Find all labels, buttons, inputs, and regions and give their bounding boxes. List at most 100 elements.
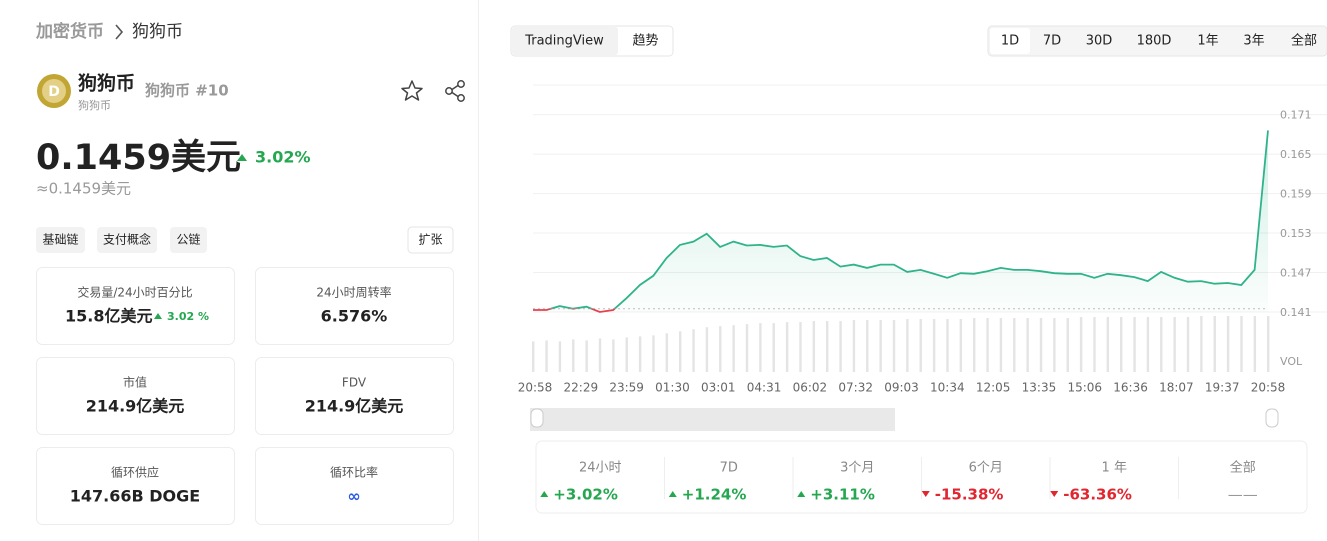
volume-bar: [1066, 318, 1069, 372]
performance-arrow: [921, 491, 930, 497]
stat-value: 147.66B DOGE: [70, 487, 200, 506]
range-tab[interactable]: 7D: [1043, 34, 1061, 49]
volume-bar: [1133, 317, 1136, 372]
stat-card: [255, 267, 454, 345]
performance-change: ——: [1228, 486, 1258, 504]
stat-label: 24小时周转率: [316, 285, 391, 300]
breadcrumb-parent[interactable]: 加密货币: [35, 21, 104, 42]
performance-change: +1.24%: [682, 486, 747, 504]
volume-bar: [1146, 317, 1150, 372]
breadcrumb-chevron: [115, 24, 124, 40]
performance-period: 7D: [720, 461, 738, 476]
tag[interactable]: 公链: [176, 232, 200, 247]
performance-arrow: [797, 491, 806, 497]
expand-button-box[interactable]: [407, 226, 454, 254]
tag-box: [170, 227, 207, 253]
volume-bar: [612, 339, 615, 372]
stats: 交易量/24小时百分比 15.8亿美元 3.02 % 24小时周转率 6.576% 市值 2…: [36, 267, 454, 525]
price-change: 3.02%: [255, 148, 311, 167]
x-tick-label: 03:01: [701, 381, 736, 395]
tag[interactable]: 支付概念: [103, 232, 151, 247]
volume-bar: [799, 322, 802, 372]
volume-bar: [986, 318, 989, 372]
expand-button[interactable]: 扩张: [418, 233, 442, 247]
view-tab[interactable]: 趋势: [632, 33, 658, 49]
performance-arrow: [668, 491, 677, 497]
toolbar: TradingView 趋势 1D 7D 30D 180D 1年 3年 全部: [512, 27, 1317, 55]
performance-period: 3个月: [840, 461, 874, 476]
coin-logo-letter: D: [48, 84, 60, 100]
price-approx: ≈0.1459美元: [36, 180, 131, 198]
tag-box: [36, 227, 85, 253]
range-tab[interactable]: 1D: [1001, 34, 1019, 49]
stat-value: 15.8亿美元: [65, 307, 152, 326]
stat-card: [255, 447, 454, 525]
volume-bar: [1173, 317, 1176, 372]
view-tab[interactable]: TradingView: [524, 34, 604, 49]
stat-change: 3.02 %: [167, 310, 209, 323]
performance-period: 24小时: [579, 461, 622, 476]
view-tab-active: [512, 27, 618, 55]
volume-bar: [919, 319, 922, 372]
range-tab[interactable]: 3年: [1243, 34, 1264, 49]
stat-value: 6.576%: [321, 307, 388, 326]
x-tick-label: 20:58: [1251, 381, 1286, 395]
y-tick-label: 0.147: [1280, 267, 1312, 280]
stat-card: [36, 357, 235, 435]
x-tick-label: 12:05: [976, 381, 1011, 395]
volume-bar: [772, 323, 775, 372]
tag[interactable]: 基础链: [42, 232, 78, 247]
range-tab-active: [990, 28, 1030, 54]
volume-bar: [719, 326, 722, 372]
volume-bar: [1186, 317, 1190, 372]
stat-label: 循环供应: [111, 465, 159, 480]
tag-box: [97, 227, 157, 253]
y-tick-label: 0.141: [1280, 306, 1312, 319]
favorite-icon[interactable]: [401, 80, 423, 101]
scroller-handle-left[interactable]: [530, 408, 544, 428]
x-tick-label: 19:37: [1205, 381, 1240, 395]
scroller-handle-right[interactable]: [1265, 408, 1279, 428]
x-tick-label: 04:31: [747, 381, 782, 395]
share-icon[interactable]: [445, 80, 465, 102]
volume-bar: [946, 319, 949, 372]
volume-bar: [1013, 318, 1016, 372]
performance-change: +3.11%: [810, 486, 875, 504]
stat-card: [36, 267, 235, 345]
stat-label: 交易量/24小时百分比: [77, 285, 192, 300]
volume-bar: [665, 333, 669, 372]
volume-bar: [826, 321, 829, 372]
x-tick-label: 10:34: [930, 381, 965, 395]
performance-change: -15.38%: [935, 486, 1004, 504]
volume-bar: [1200, 316, 1203, 372]
y-tick-label: 0.159: [1280, 188, 1312, 201]
y-tick-label: 0.171: [1280, 109, 1312, 122]
volume-bar: [866, 320, 869, 372]
volume-bar: [1267, 316, 1270, 372]
coin-logo-inner: [42, 79, 66, 103]
stat-value: ∞: [347, 487, 360, 506]
y-tick-label: 0.153: [1280, 227, 1312, 240]
y-tick-label: 0.165: [1280, 148, 1312, 161]
volume-bar: [1093, 317, 1096, 372]
volume-bar: [532, 341, 535, 372]
volume-bar: [812, 321, 816, 372]
volume-bar: [932, 319, 936, 372]
stat-value: 214.9亿美元: [86, 397, 185, 416]
volume-bar: [839, 321, 842, 372]
x-tick-label: 15:06: [1067, 381, 1102, 395]
range-tab[interactable]: 180D: [1137, 34, 1172, 49]
x-tick-label: 07:32: [838, 381, 873, 395]
volume-bar: [1253, 316, 1257, 372]
volume-bar: [585, 340, 588, 372]
volume-bar: [625, 337, 628, 372]
volume-bar: [1240, 316, 1243, 372]
range-scroller[interactable]: [530, 408, 895, 431]
range-tab[interactable]: 30D: [1086, 34, 1113, 49]
price-line: [547, 130, 1269, 309]
range-tab[interactable]: 1年: [1197, 34, 1218, 49]
volume-bar: [1160, 317, 1163, 372]
performance: 24小时 +3.02% 7D +1.24% 3个月 +3.11% 6个月 -15.38% 1 年…: [540, 457, 1258, 504]
range-tab[interactable]: 全部: [1291, 33, 1317, 49]
